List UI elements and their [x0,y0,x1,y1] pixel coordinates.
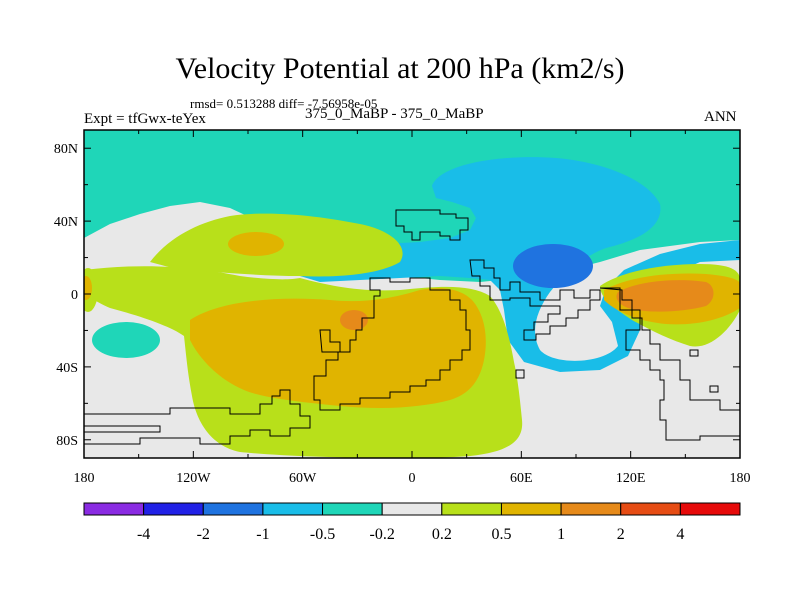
y-tick-label: 80N [54,142,78,157]
x-tick-label: 120E [616,471,646,486]
x-tick-label: 180 [730,471,751,486]
colorbar-swatch [620,502,681,516]
colorbar-label: 1 [557,526,565,543]
colorbar-label: -2 [197,526,210,543]
colorbar-swatch [560,502,622,516]
region-darkorange-atlantic-max [340,310,368,330]
colorbar-swatch [262,502,324,516]
coastline-south-bar [84,389,311,445]
colorbar-swatch [202,502,264,516]
y-tick-label: 40N [54,215,78,230]
x-tick-label: 60W [289,471,317,486]
y-tick-label: 40S [56,361,78,376]
region-orange-west-edge [84,276,92,300]
colorbar-label: 0.5 [491,526,511,543]
x-tick-label: 60E [510,471,533,486]
coastline-north-block [395,209,469,241]
colorbar-swatch [143,502,204,516]
colorbar-swatch [322,502,383,516]
axis-tick-labels: 180 120W 60W 0 60E 120E 180 80N 40N 0 40S 80S [54,142,751,486]
continent-outlines [84,209,740,445]
stats-text: rmsd= 0.513288 diff= -7.56958e-05 [190,96,378,111]
contour-field [84,130,740,458]
left-label: Expt = tfGwx-teYex [84,111,206,127]
region-darkorange-east-max [616,280,714,312]
x-tick-label: 120W [176,471,211,486]
colorbar-label: -0.5 [310,526,335,543]
colorbar-swatch [381,502,443,516]
colorbar-swatch [679,502,741,516]
colorbar-label: -0.2 [370,526,395,543]
coastline-west-spur [319,329,341,353]
region-orange-north-pacific [228,232,284,256]
colorbar-label: 4 [676,526,684,543]
colorbar-label: 2 [617,526,625,543]
y-tick-label: 80S [56,434,78,449]
y-tick-label: 0 [71,288,78,303]
region-blue-min [513,244,593,288]
right-label: ANN [704,109,737,125]
coastline-south-inner [84,425,161,433]
coastline-far-east-islands [689,349,719,393]
colorbar-swatch [441,502,502,516]
region-orange-atlantic [190,288,486,408]
colorbar-label: 0.2 [432,526,452,543]
colorbar-swatch [83,502,145,516]
coastline-east-peninsula [469,259,601,341]
chart-title: Velocity Potential at 200 hPa (km2/s) [175,52,625,85]
colorbar-label: -1 [256,526,269,543]
colorbar-label: -4 [137,526,150,543]
x-tick-label: 180 [74,471,95,486]
coastline-southwest-block [515,369,525,379]
colorbar: -4 -2 -1 -0.5 -0.2 0.2 0.5 1 2 4 [83,502,741,543]
coastline-east-landmass [599,287,740,441]
coastline-central [313,277,471,411]
x-tick-label: 0 [409,471,416,486]
region-teal-southwest [92,322,160,358]
axis-ticks [83,130,741,458]
center-label: 375_0_MaBP - 375_0_MaBP [305,106,484,122]
colorbar-swatch [500,502,562,516]
